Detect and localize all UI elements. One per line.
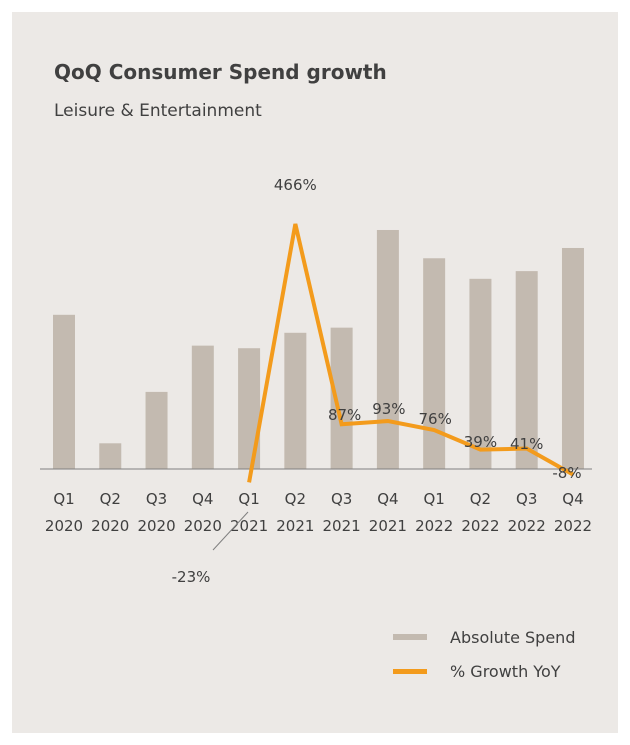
x-tick-label: Q2 [470, 490, 491, 508]
x-tick-label: Q2 [100, 490, 121, 508]
data-label: 76% [418, 410, 451, 428]
legend-item-absolute-spend: Absolute Spend [393, 620, 575, 654]
x-tick-label: Q2 [285, 490, 306, 508]
x-tick-label: Q1 [238, 490, 259, 508]
data-label-leader [212, 511, 249, 551]
bar [191, 345, 214, 469]
x-tick-label: 2020 [91, 517, 129, 535]
x-tick-label: Q4 [562, 490, 583, 508]
bar [469, 278, 492, 469]
legend-label: % Growth YoY [450, 661, 561, 681]
legend: Absolute Spend % Growth YoY [393, 620, 575, 688]
x-tick-label: 2022 [415, 517, 453, 535]
bar [515, 271, 538, 469]
x-tick-label: 2020 [45, 517, 83, 535]
bar [330, 327, 353, 469]
legend-item-growth-yoy: % Growth YoY [393, 654, 575, 688]
x-tick-label: Q3 [331, 490, 352, 508]
data-label: 41% [510, 435, 543, 453]
x-tick-label: Q4 [192, 490, 213, 508]
legend-label: Absolute Spend [450, 627, 576, 647]
x-tick-label: 2020 [184, 517, 222, 535]
bar [284, 332, 307, 469]
x-tick-label: 2022 [554, 517, 592, 535]
legend-swatch-line [393, 668, 427, 674]
data-label: -8% [552, 464, 581, 482]
x-tick-label: 2022 [461, 517, 499, 535]
x-tick-label: 2021 [276, 517, 314, 535]
x-tick-label: 2020 [137, 517, 175, 535]
data-label: 93% [372, 400, 405, 418]
x-tick-label: Q1 [423, 490, 444, 508]
data-label: 466% [274, 176, 317, 194]
legend-swatch-bar [393, 634, 427, 640]
bar [238, 348, 261, 469]
chart-subtitle: Leisure & Entertainment [54, 101, 262, 121]
growth-line [247, 223, 574, 483]
data-label: 39% [464, 433, 497, 451]
x-tick-label: Q3 [146, 490, 167, 508]
x-tick-label: Q1 [53, 490, 74, 508]
data-label: 87% [328, 406, 361, 424]
x-tick-label: Q4 [377, 490, 398, 508]
x-tick-label: 2022 [508, 517, 546, 535]
bar [423, 258, 446, 469]
x-tick-label: 2021 [369, 517, 407, 535]
bar [53, 314, 75, 469]
bar [99, 443, 122, 469]
x-tick-label: Q3 [516, 490, 537, 508]
data-label: -23% [172, 568, 211, 586]
bar [561, 247, 584, 469]
bar [376, 229, 399, 469]
chart-title: QoQ Consumer Spend growth [54, 60, 387, 84]
bar [145, 391, 168, 469]
x-tick-label: 2021 [323, 517, 361, 535]
